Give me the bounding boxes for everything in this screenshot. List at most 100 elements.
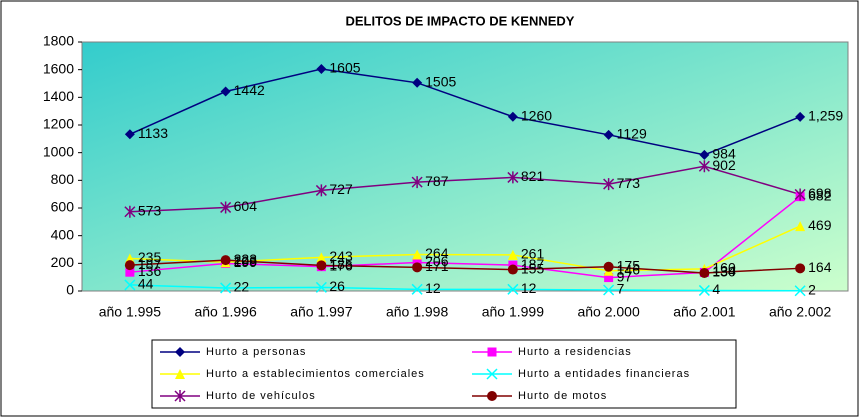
x-tick-label: año 2.001 [673, 304, 735, 320]
y-tick-label: 1400 [43, 88, 74, 104]
x-tick-label: año 1.995 [99, 304, 161, 320]
x-tick-label: año 1.999 [482, 304, 544, 320]
data-label: 573 [138, 202, 162, 218]
marker [411, 283, 423, 295]
legend-label: Hurto a entidades financieras [518, 368, 690, 380]
x-tick-label: año 2.000 [577, 304, 639, 320]
y-tick-label: 1000 [43, 143, 74, 159]
x-tick-label: año 1.997 [290, 304, 352, 320]
data-label: 185 [329, 256, 353, 272]
y-tick-label: 0 [66, 282, 74, 298]
data-label: 243 [329, 248, 353, 264]
y-tick-label: 1800 [43, 33, 74, 49]
y-tick-label: 1600 [43, 60, 74, 76]
data-label: 155 [521, 260, 545, 276]
series-line [129, 68, 801, 156]
data-label: 1260 [521, 107, 552, 123]
data-label: 2 [808, 281, 816, 297]
data-label: 208 [234, 253, 258, 269]
data-label: 727 [329, 181, 353, 197]
data-label: 1605 [329, 60, 360, 76]
marker [699, 268, 710, 279]
legend-label: Hurto a establecimientos comerciales [206, 368, 425, 380]
data-label: 261 [521, 246, 545, 262]
data-label: 26 [329, 278, 345, 294]
legend: Hurto a personas Hurto a residencias Hurto… [160, 346, 690, 402]
y-tick-label: 1200 [43, 116, 74, 132]
series-line [129, 165, 801, 213]
data-label: 206 [425, 253, 449, 269]
data-label: 171 [425, 258, 449, 274]
legend-label: Hurto de motos [518, 390, 607, 402]
data-label: 1129 [617, 126, 647, 142]
data-label: 12 [521, 280, 537, 296]
data-label: 12 [425, 280, 441, 296]
marker [507, 264, 518, 275]
marker [507, 171, 519, 184]
legend-label: Hurto a residencias [518, 346, 632, 358]
data-label: 821 [521, 168, 545, 184]
y-tick-label: 400 [51, 226, 75, 242]
data-label: 787 [425, 173, 449, 189]
chart-title: DELITOS DE IMPACTO DE KENNEDY [346, 13, 575, 28]
marker [795, 111, 806, 122]
plot-area [81, 41, 849, 292]
data-label: 682 [808, 187, 832, 203]
data-label: 160 [712, 260, 736, 276]
series-line [129, 284, 801, 292]
marker [603, 129, 614, 140]
y-tick-label: 800 [51, 171, 75, 187]
marker [220, 282, 232, 294]
y-tick-label: 200 [51, 254, 75, 270]
marker [698, 284, 710, 296]
marker [124, 205, 136, 218]
data-label: 44 [138, 276, 154, 292]
marker [220, 255, 231, 266]
data-label: 176 [329, 257, 353, 273]
marker [315, 281, 327, 293]
marker [604, 273, 614, 283]
data-label: 469 [808, 217, 832, 233]
marker [412, 77, 423, 88]
data-label: 146 [617, 262, 641, 278]
data-label: 604 [234, 198, 258, 214]
y-tick-label: 600 [51, 199, 75, 215]
series-line [129, 259, 801, 274]
data-label: 22 [234, 279, 250, 295]
marker [316, 63, 327, 74]
marker [603, 284, 615, 296]
marker [174, 390, 186, 402]
marker [603, 261, 614, 272]
data-label: 1505 [425, 74, 456, 90]
marker [487, 347, 497, 357]
marker [175, 369, 185, 379]
marker [487, 391, 497, 401]
legend-label: Hurto a personas [206, 346, 306, 358]
marker [316, 252, 327, 263]
data-label: 1133 [138, 125, 168, 141]
data-label: 134 [712, 263, 736, 279]
marker [603, 178, 615, 191]
data-label: 235 [138, 249, 162, 265]
marker [124, 279, 136, 291]
legend-box [151, 339, 737, 409]
data-label: 187 [521, 256, 545, 272]
data-label: 984 [712, 146, 736, 162]
marker [124, 129, 135, 140]
marker [795, 263, 806, 274]
x-tick-label: año 1.998 [386, 304, 448, 320]
marker [125, 267, 135, 277]
marker [698, 160, 710, 173]
data-label: 223 [234, 251, 258, 267]
marker [507, 283, 519, 295]
marker [220, 86, 231, 97]
marker [699, 149, 710, 160]
data-label: 4 [712, 281, 720, 297]
marker [124, 260, 135, 271]
marker [175, 347, 185, 357]
marker [220, 201, 232, 214]
data-label: 175 [617, 257, 641, 273]
x-tick-label: año 2.002 [769, 304, 831, 320]
